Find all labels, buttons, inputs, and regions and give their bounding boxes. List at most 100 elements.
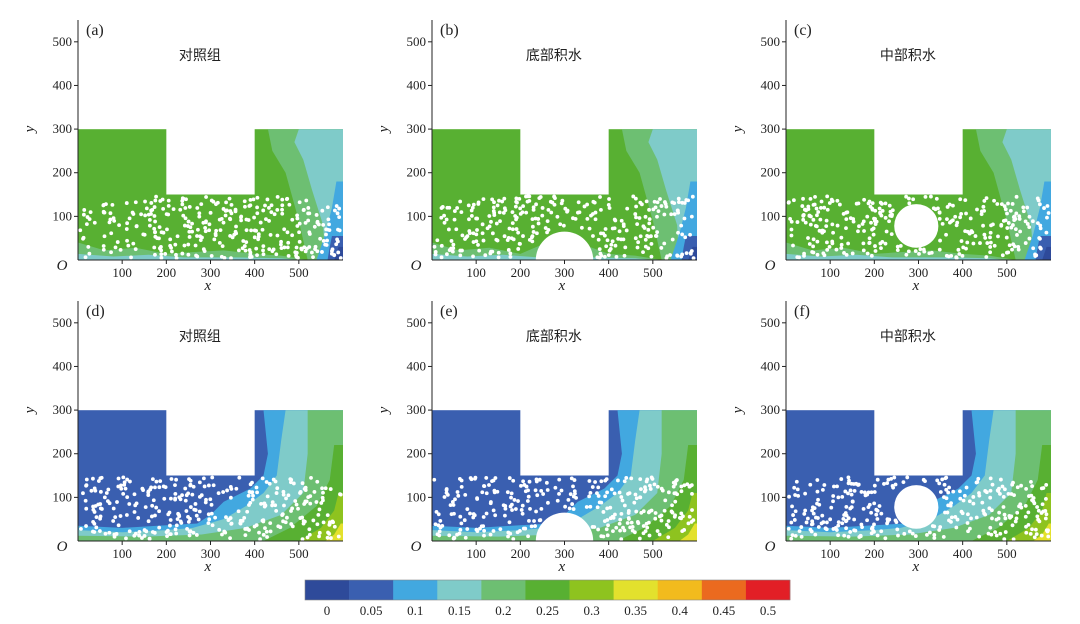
particle-dot [689, 249, 694, 253]
particle-dot [108, 211, 113, 216]
particle-dot [168, 518, 173, 522]
particle-dot [844, 252, 849, 257]
particle-dot [150, 477, 155, 482]
particle-dot [260, 518, 265, 523]
particle-dot [1042, 206, 1046, 210]
particle-dot [681, 514, 685, 519]
particle-dot [174, 252, 178, 257]
particle-dot [676, 196, 681, 201]
particle-dot [811, 237, 816, 242]
particle-dot [1041, 486, 1046, 490]
particle-dot [146, 212, 151, 217]
particle-dot [158, 479, 163, 483]
particle-dot [254, 485, 259, 490]
particle-dot [817, 228, 822, 233]
particle-dot [502, 206, 507, 211]
particle-dot [949, 219, 954, 224]
particle-dot [656, 209, 661, 214]
particle-dot [1008, 208, 1013, 213]
particle-dot [273, 503, 278, 508]
particle-dot [97, 529, 102, 533]
particle-dot [220, 532, 224, 537]
particle-dot [521, 234, 525, 238]
particle-dot [555, 498, 560, 503]
particle-dot [261, 208, 266, 213]
particle-dot [323, 486, 328, 491]
particle-dot [904, 194, 909, 199]
particle-dot [111, 506, 116, 511]
particle-dot [495, 203, 500, 208]
x-tick-label: 300 [909, 265, 929, 280]
particle-dot [685, 482, 690, 487]
particle-dot [184, 509, 189, 513]
particle-dot [659, 513, 664, 518]
particle-dot [514, 227, 519, 231]
particle-dot [474, 232, 479, 237]
particle-dot [336, 250, 341, 255]
particle-dot [459, 210, 464, 214]
y-tick-label: 200 [53, 446, 73, 461]
particle-dot [286, 493, 291, 498]
particle-dot [250, 490, 255, 495]
particle-dot [256, 232, 261, 237]
particle-dot [655, 200, 660, 205]
particle-dot [297, 230, 301, 235]
particle-dot [146, 493, 151, 497]
particle-dot [270, 503, 275, 508]
particle-dot [321, 238, 326, 243]
particle-dot [1011, 537, 1016, 541]
particle-dot [808, 527, 813, 532]
particle-dot [197, 211, 202, 216]
particle-dot [816, 525, 821, 529]
particle-dot [573, 491, 577, 496]
particle-dot [280, 211, 285, 216]
particle-dot [279, 239, 283, 244]
particle-dot [270, 500, 275, 505]
x-tick-label: 400 [599, 265, 619, 280]
particle-dot [86, 245, 91, 249]
particle-dot [790, 504, 794, 509]
particle-dot [831, 527, 836, 531]
particle-dot [871, 226, 876, 231]
particle-dot [913, 249, 918, 253]
particle-dot [96, 479, 101, 483]
particle-dot [186, 242, 191, 247]
particle-dot [124, 201, 129, 205]
particle-dot [593, 217, 598, 222]
particle-dot [506, 534, 510, 539]
particle-dot [1045, 215, 1049, 220]
particle-dot [651, 225, 656, 230]
particle-dot [1019, 483, 1023, 488]
particle-dot [816, 497, 820, 502]
particles [78, 194, 343, 260]
particle-dot [520, 503, 525, 508]
particle-dot [187, 205, 192, 209]
particle-dot [829, 197, 834, 202]
particle-dot [992, 243, 997, 248]
particle-dot [533, 216, 538, 221]
particle-dot [173, 242, 178, 247]
particle-dot [787, 494, 791, 499]
particle-dot [884, 229, 889, 234]
particle-dot [153, 513, 157, 518]
particle-dot [662, 241, 667, 246]
particle-dot [634, 215, 638, 220]
particle-dot [880, 239, 885, 244]
particle-dot [872, 483, 877, 488]
particle-dot [1010, 482, 1015, 487]
x-tick-label: 200 [511, 265, 531, 280]
particle-dot [799, 534, 804, 539]
particle-dot [666, 490, 671, 495]
particle-dot [92, 220, 97, 225]
particle-dot [282, 503, 286, 508]
panel-letter: (c) [794, 22, 812, 39]
particle-dot [938, 238, 942, 243]
particle-dot [1037, 236, 1042, 240]
particle-dot [197, 495, 202, 499]
particle-dot [841, 516, 846, 521]
particle-dot [150, 503, 155, 508]
particle-dot [480, 231, 485, 236]
particle-dot [918, 247, 923, 252]
y-axis-label: y [22, 406, 38, 415]
